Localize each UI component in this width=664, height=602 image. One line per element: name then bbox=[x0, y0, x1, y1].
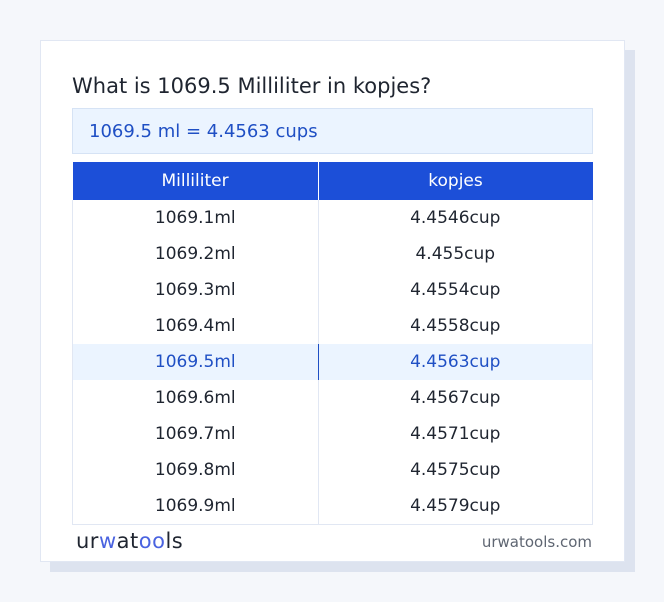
table-row: 1069.9ml 4.4579cup bbox=[72, 488, 594, 525]
milliliter-cell: 1069.6ml bbox=[72, 380, 319, 416]
table-row: 1069.8ml 4.4575cup bbox=[72, 452, 594, 488]
kopjes-cell: 4.4563cup bbox=[317, 344, 594, 380]
kopjes-cell: 4.4546cup bbox=[317, 200, 594, 236]
kopjes-cell: 4.4554cup bbox=[317, 272, 594, 308]
milliliter-cell: 1069.1ml bbox=[72, 200, 319, 236]
table-row: 1069.5ml 4.4563cup bbox=[72, 344, 594, 380]
kopjes-cell: 4.455cup bbox=[317, 236, 594, 272]
kopjes-cell: 4.4579cup bbox=[317, 488, 594, 525]
column-header: Milliliter bbox=[72, 162, 319, 200]
converter-card: What is 1069.5 Milliliter in kopjes? 106… bbox=[40, 40, 625, 562]
milliliter-cell: 1069.9ml bbox=[72, 488, 319, 525]
milliliter-cell: 1069.4ml bbox=[72, 308, 319, 344]
conversion-table: Milliliter kopjes 1069.1ml 4.4546cup 1069.2… bbox=[72, 162, 594, 525]
table-row: 1069.7ml 4.4571cup bbox=[72, 416, 594, 452]
column-header: kopjes bbox=[317, 162, 593, 200]
table-row: 1069.6ml 4.4567cup bbox=[72, 380, 594, 416]
urwatools-logo: urwatools bbox=[76, 529, 184, 553]
milliliter-cell: 1069.8ml bbox=[72, 452, 319, 488]
milliliter-cell: 1069.2ml bbox=[72, 236, 319, 272]
milliliter-cell: 1069.5ml bbox=[72, 344, 319, 380]
site-url: urwatools.com bbox=[481, 533, 592, 551]
milliliter-cell: 1069.3ml bbox=[72, 272, 319, 308]
milliliter-cell: 1069.7ml bbox=[72, 416, 319, 452]
result-box: 1069.5 ml = 4.4563 cups bbox=[72, 108, 593, 154]
kopjes-cell: 4.4575cup bbox=[317, 452, 594, 488]
page-title: What is 1069.5 Milliliter in kopjes? bbox=[72, 74, 432, 98]
table-row: 1069.2ml 4.455cup bbox=[72, 236, 594, 272]
kopjes-cell: 4.4571cup bbox=[317, 416, 594, 452]
kopjes-cell: 4.4567cup bbox=[317, 380, 594, 416]
table-row: 1069.1ml 4.4546cup bbox=[72, 200, 594, 236]
kopjes-cell: 4.4558cup bbox=[317, 308, 594, 344]
table-row: 1069.4ml 4.4558cup bbox=[72, 308, 594, 344]
table-row: 1069.3ml 4.4554cup bbox=[72, 272, 594, 308]
